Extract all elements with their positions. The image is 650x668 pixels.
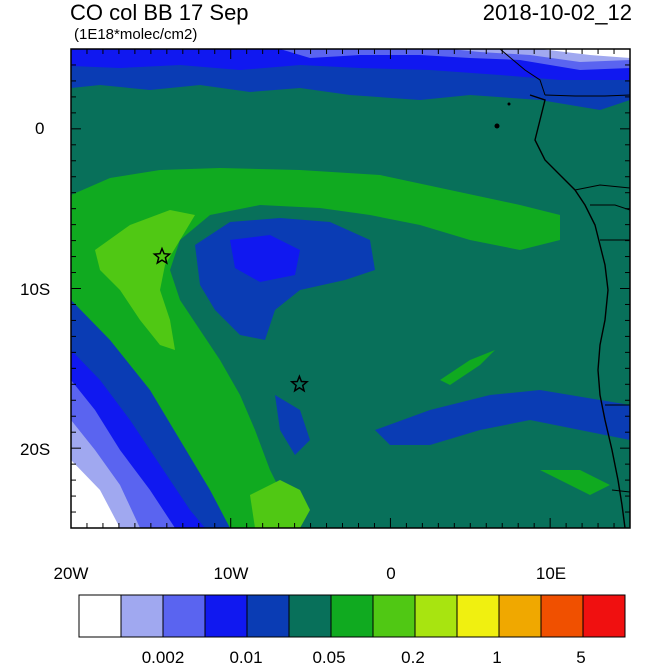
- colorbar-swatch: [120, 594, 164, 638]
- x-tick-label: 20W: [53, 564, 89, 583]
- colorbar-swatch: [498, 594, 542, 638]
- colorbar-label: 0.2: [401, 648, 425, 667]
- colorbar-swatch: [204, 594, 248, 638]
- colorbar-swatch: [456, 594, 500, 638]
- colorbar-label: 0.002: [141, 648, 185, 667]
- star-marker: [152, 246, 172, 265]
- y-tick-label: 0: [35, 119, 45, 138]
- map-field: [71, 49, 630, 528]
- x-tick-label: 10W: [213, 564, 249, 583]
- colorbar-swatch: [582, 594, 626, 638]
- colorbar-swatch: [288, 594, 332, 638]
- colorbar-label: 0.05: [312, 648, 346, 667]
- x-tick-label: 0: [386, 564, 396, 583]
- y-tick-label: 10S: [20, 280, 51, 299]
- colorbar-label: 5: [576, 648, 586, 667]
- datestamp: 2018-10-02_12: [482, 0, 632, 25]
- colorbar-swatch: [372, 594, 416, 638]
- colorbar: [78, 594, 626, 638]
- colorbar-swatch: [330, 594, 374, 638]
- map-title: CO col BB 17 Sep: [70, 0, 249, 25]
- units-label: (1E18*molec/cm2): [74, 26, 198, 43]
- axis-ticks: [70, 48, 631, 529]
- y-tick-label: 20S: [20, 440, 51, 459]
- marker-layer: [152, 246, 309, 393]
- colorbar-swatch: [540, 594, 584, 638]
- colorbar-swatch: [246, 594, 290, 638]
- colorbar-swatch: [162, 594, 206, 638]
- colorbar-label: 1: [492, 648, 502, 667]
- x-tick-label: 10E: [535, 564, 567, 583]
- colorbar-swatch: [78, 594, 122, 638]
- colorbar-swatch: [414, 594, 458, 638]
- star-marker: [289, 374, 309, 393]
- colorbar-label: 0.01: [229, 648, 263, 667]
